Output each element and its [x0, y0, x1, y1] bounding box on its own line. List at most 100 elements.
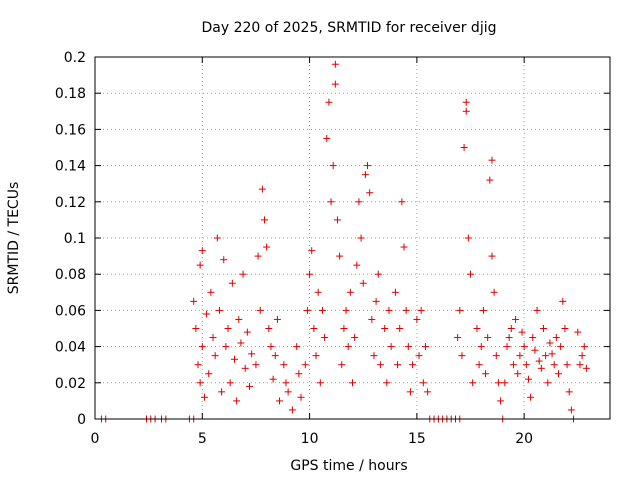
data-point [578, 352, 586, 360]
data-point [254, 252, 262, 260]
x-axis-label: GPS time / hours [290, 458, 407, 474]
data-point [406, 388, 414, 396]
data-point [376, 361, 384, 369]
data-point [473, 325, 481, 332]
data-point [548, 350, 556, 358]
data-point [557, 343, 565, 351]
data-point [396, 325, 404, 332]
data-point [351, 334, 359, 342]
data-point [518, 328, 526, 336]
y-tick-label: 0.18 [55, 86, 86, 102]
data-point [241, 364, 249, 372]
data-point [355, 198, 363, 206]
data-point [574, 328, 582, 336]
data-point [265, 325, 273, 332]
y-tick-label: 0.1 [64, 231, 86, 247]
data-point [516, 352, 524, 360]
x-tick-label: 20 [515, 431, 533, 447]
data-point [220, 256, 228, 264]
data-point [417, 306, 425, 314]
data-points [97, 60, 590, 423]
data-point [366, 189, 374, 197]
data-point [346, 288, 354, 296]
data-point [192, 325, 200, 332]
data-point [454, 334, 462, 342]
x-tick-label: 10 [301, 431, 319, 447]
data-point [344, 343, 352, 351]
y-tick-label: 0.14 [55, 159, 86, 175]
data-point [482, 370, 490, 378]
data-point [387, 343, 395, 351]
data-point [372, 297, 380, 305]
data-point [228, 279, 236, 287]
data-point [400, 243, 408, 251]
data-point [467, 270, 475, 278]
data-point [385, 306, 393, 314]
data-point [368, 315, 376, 323]
data-point [203, 310, 211, 318]
data-point [582, 364, 590, 372]
data-point [258, 185, 266, 193]
data-point [507, 325, 515, 332]
data-point [329, 162, 337, 170]
data-point [196, 261, 204, 269]
data-point [398, 198, 406, 206]
data-point [194, 361, 202, 369]
grid-lines [95, 57, 610, 419]
data-point [565, 388, 573, 396]
data-point [567, 406, 575, 414]
data-point [542, 352, 550, 360]
data-point [364, 162, 372, 170]
axis-ticks: 0 0.02 0.04 0.06 0.08 0.1 0.12 0.14 0.16 0.18 0.2 0… [55, 50, 610, 447]
data-point [555, 370, 562, 378]
data-point [544, 379, 552, 387]
data-point [514, 370, 522, 378]
data-point [509, 361, 517, 369]
data-point [531, 346, 539, 354]
data-point [323, 134, 331, 142]
data-point [269, 375, 277, 383]
data-point [383, 379, 391, 387]
data-point [318, 306, 326, 314]
data-point [340, 325, 348, 332]
data-point [488, 252, 496, 260]
data-point [492, 352, 500, 360]
data-point [209, 334, 217, 342]
data-point [235, 315, 243, 323]
data-point [207, 288, 215, 296]
data-point [282, 379, 290, 387]
data-point [460, 144, 468, 151]
data-point [464, 234, 472, 242]
data-point [271, 352, 279, 360]
data-point [563, 361, 571, 369]
data-point [331, 80, 339, 88]
data-point [190, 297, 198, 305]
data-point [475, 361, 483, 369]
data-point [198, 247, 206, 255]
data-point [243, 328, 251, 336]
data-point [486, 176, 494, 184]
y-tick-label: 0.16 [55, 122, 86, 138]
data-point [484, 334, 492, 342]
data-point [301, 361, 309, 369]
data-point [357, 234, 365, 242]
data-point [327, 198, 335, 206]
data-point [338, 361, 346, 369]
data-point [535, 357, 543, 365]
data-point [246, 382, 253, 390]
data-point [359, 279, 367, 287]
data-point [303, 306, 311, 314]
data-point [295, 370, 303, 378]
data-point [576, 361, 584, 369]
data-point [321, 334, 329, 342]
data-point [293, 343, 301, 351]
y-tick-label: 0.06 [55, 303, 86, 319]
data-point [310, 325, 318, 332]
data-point [462, 107, 470, 115]
data-point [349, 379, 356, 387]
data-point [239, 270, 247, 278]
data-point [409, 361, 417, 369]
data-point [415, 352, 423, 360]
data-point [218, 388, 226, 396]
